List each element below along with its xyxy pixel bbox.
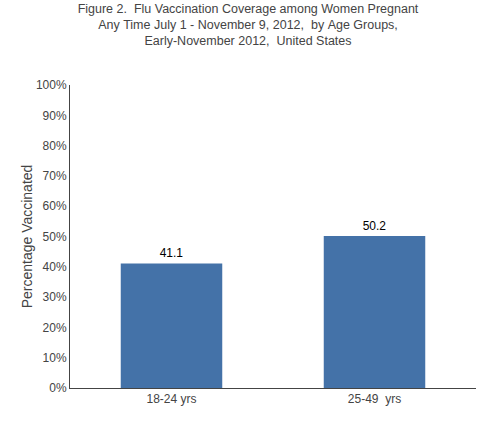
svg-text:10%: 10%	[43, 351, 67, 365]
svg-text:50.2: 50.2	[363, 219, 387, 233]
svg-text:60%: 60%	[43, 199, 67, 213]
svg-text:25-49 yrs: 25-49 yrs	[348, 392, 401, 406]
svg-text:30%: 30%	[43, 290, 67, 304]
svg-text:40%: 40%	[43, 260, 67, 274]
svg-text:100%: 100%	[36, 78, 67, 92]
svg-text:50%: 50%	[43, 230, 67, 244]
svg-text:41.1: 41.1	[160, 246, 184, 260]
svg-text:70%: 70%	[43, 169, 67, 183]
svg-text:0%: 0%	[49, 381, 67, 395]
svg-text:18-24 yrs: 18-24 yrs	[146, 392, 196, 406]
svg-text:80%: 80%	[43, 139, 67, 153]
svg-text:20%: 20%	[43, 321, 67, 335]
svg-text:Percentage Vaccinated: Percentage Vaccinated	[19, 165, 35, 309]
svg-text:Figure 2. Flu Vaccination Cov: Figure 2. Flu Vaccination Coverage among…	[78, 2, 419, 49]
svg-text:90%: 90%	[43, 109, 67, 123]
